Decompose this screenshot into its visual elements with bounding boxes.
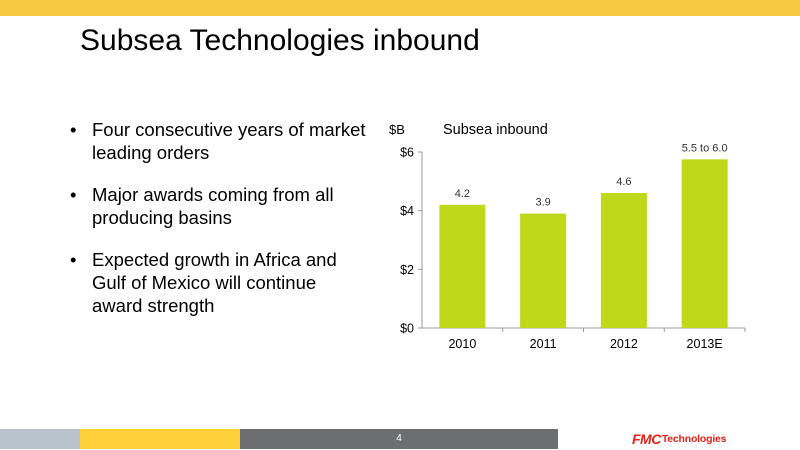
logo-wordmark: Technologies (661, 433, 727, 445)
bullet-dot-icon: • (70, 249, 77, 270)
x-tick-label-2011: 2011 (530, 337, 557, 351)
chart-title: Subsea inbound (443, 122, 548, 138)
y-tick-label: $2 (400, 263, 414, 277)
fmc-technologies-logo: FMC Technologies (632, 430, 727, 448)
top-accent-bar (0, 0, 800, 16)
bullet-text: Four consecutive years of market leading… (92, 119, 366, 163)
bullet-dot-icon: • (70, 119, 77, 140)
page-number: 4 (396, 433, 402, 444)
bullet-text: Major awards coming from all producing b… (92, 184, 334, 228)
logo-mark: FMC (632, 431, 661, 447)
bar-2013E (681, 159, 728, 328)
bullet-item: • Four consecutive years of market leadi… (70, 118, 370, 164)
footer-segment-dark-gray (240, 429, 558, 449)
x-tick-label-2010: 2010 (448, 337, 476, 351)
data-label-2011: 3.9 (535, 197, 550, 209)
y-axis-label: $B (389, 122, 405, 137)
y-tick-label: $0 (400, 322, 414, 336)
bar-2012 (600, 193, 647, 328)
data-label-2013E: 5.5 to 6.0 (682, 142, 728, 154)
footer-segment-yellow (80, 429, 240, 449)
bullet-item: • Major awards coming from all producing… (70, 183, 370, 229)
slide-title: Subsea Technologies inbound (80, 24, 480, 57)
footer-segment-light-gray (0, 429, 80, 449)
bullet-list: • Four consecutive years of market leadi… (70, 118, 370, 336)
bar-2011 (520, 213, 567, 328)
data-label-2012: 4.6 (616, 176, 631, 188)
x-tick-label-2012: 2012 (610, 337, 638, 351)
bullet-item: • Expected growth in Africa and Gulf of … (70, 248, 370, 317)
bullet-dot-icon: • (70, 184, 77, 205)
y-tick-label: $4 (400, 204, 414, 218)
y-tick-label: $6 (400, 146, 414, 160)
x-tick-label-2013E: 2013E (687, 337, 723, 351)
bullet-text: Expected growth in Africa and Gulf of Me… (92, 249, 337, 316)
subsea-inbound-chart: $B Subsea inbound $0 $2 $4 $6 4.2 2010 3.9 2011 4.… (389, 122, 746, 351)
data-label-2010: 4.2 (455, 188, 470, 200)
bar-2010 (439, 204, 486, 328)
